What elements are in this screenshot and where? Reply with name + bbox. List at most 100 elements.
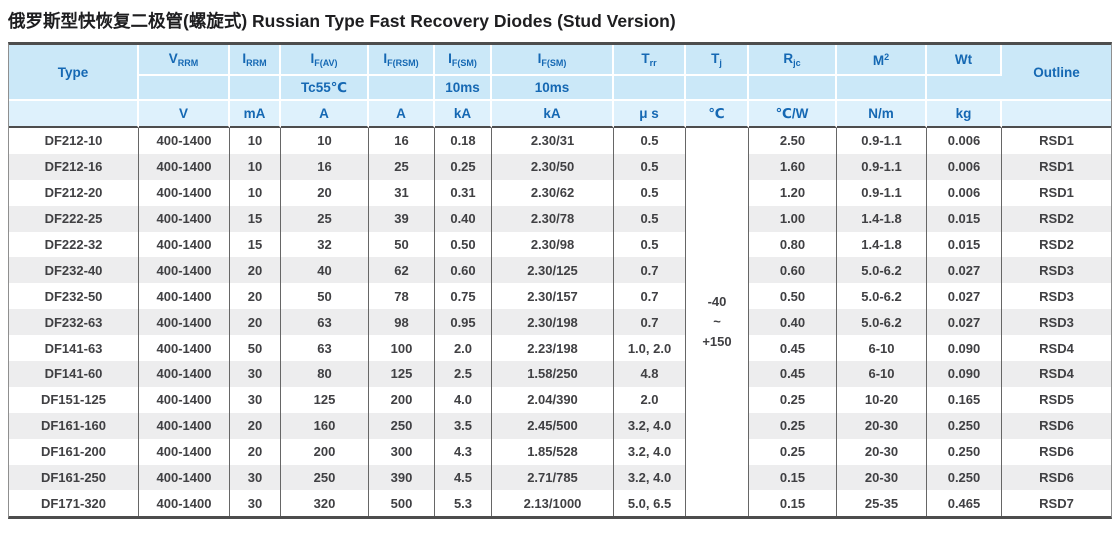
header-type: Type: [9, 45, 139, 101]
cell-ifrsm: 31: [369, 179, 435, 206]
cell-ifav: 10: [281, 128, 369, 154]
cell-irrm: 10: [230, 179, 281, 206]
header-m2-sup: 2: [884, 51, 890, 62]
cell-outline: RSD2: [1002, 205, 1111, 232]
unit-type: [9, 101, 139, 128]
cell-irrm: 20: [230, 412, 281, 439]
cell-wt: 0.250: [927, 438, 1002, 465]
unit-rjc: ℃/W: [749, 101, 837, 128]
cell-ifrsm: 125: [369, 361, 435, 387]
cell-type: DF151-125: [9, 386, 139, 413]
cell-ifsm-b: 1.85/528: [492, 438, 614, 465]
cell-wt: 0.006: [927, 179, 1002, 206]
cell-irrm: 20: [230, 438, 281, 465]
cell-m2: 0.9-1.1: [837, 128, 927, 154]
cell-wt: 0.027: [927, 309, 1002, 336]
cell-vrrm: 400-1400: [139, 153, 230, 180]
cell-rjc: 0.25: [749, 412, 837, 439]
cell-m2: 0.9-1.1: [837, 179, 927, 206]
cell-ifav: 25: [281, 205, 369, 232]
cell-rjc: 0.15: [749, 464, 837, 491]
cell-rjc: 0.45: [749, 335, 837, 362]
header-wt: Wt: [927, 45, 1002, 76]
unit-wt: kg: [927, 101, 1002, 128]
cell-vrrm: 400-1400: [139, 361, 230, 387]
cell-trr: 3.2, 4.0: [614, 438, 686, 465]
header-trr-base: T: [641, 51, 650, 66]
cell-vrrm: 400-1400: [139, 309, 230, 336]
cell-ifsm-a: 0.60: [435, 257, 492, 284]
header-irrm: IRRM: [230, 45, 281, 76]
cell-rjc: 0.25: [749, 386, 837, 413]
cell-ifsm-b: 2.45/500: [492, 412, 614, 439]
cell-trr: 3.2, 4.0: [614, 412, 686, 439]
cell-ifav: 40: [281, 257, 369, 284]
table-row: DF222-25 400-1400 15 25 39 0.40 2.30/78 0.5 1.00…: [9, 205, 1111, 232]
cell-trr: 0.5: [614, 153, 686, 180]
header-vrrm-sub: RRM: [177, 58, 199, 68]
cell-ifsm-a: 3.5: [435, 412, 492, 439]
cell-rjc: 0.60: [749, 257, 837, 284]
cell-ifsm-b: 2.30/157: [492, 283, 614, 310]
cell-trr: 1.0, 2.0: [614, 335, 686, 362]
cell-outline: RSD3: [1002, 309, 1111, 336]
header-ifav: IF(AV): [281, 45, 369, 76]
cell-m2: 20-30: [837, 464, 927, 491]
cell-vrrm: 400-1400: [139, 205, 230, 232]
cell-outline: RSD2: [1002, 231, 1111, 258]
table-row: DF212-10 400-1400 10 10 16 0.18 2.30/31 0.5 -40 ~…: [9, 128, 1111, 517]
cell-m2: 10-20: [837, 386, 927, 413]
cell-ifrsm: 98: [369, 309, 435, 336]
header-tj: Tj: [686, 45, 749, 76]
cell-outline: RSD4: [1002, 335, 1111, 362]
subheader-tj: [686, 76, 749, 101]
cell-outline: RSD1: [1002, 179, 1111, 206]
table-row: DF212-20 400-1400 10 20 31 0.31 2.30/62 0.5 1.20…: [9, 179, 1111, 206]
cell-ifav: 250: [281, 464, 369, 491]
cell-ifav: 63: [281, 335, 369, 362]
cell-type: DF232-63: [9, 309, 139, 336]
cell-ifsm-a: 2.5: [435, 361, 492, 387]
cell-type: DF171-320: [9, 490, 139, 517]
header-vrrm-base: V: [168, 51, 178, 66]
tj-range-line: ~: [713, 314, 721, 330]
header-outline: Outline: [1002, 45, 1111, 101]
cell-ifsm-b: 2.30/31: [492, 128, 614, 154]
cell-wt: 0.090: [927, 335, 1002, 362]
header-ifsm-b: IF(SM): [492, 45, 614, 76]
cell-vrrm: 400-1400: [139, 335, 230, 362]
cell-outline: RSD3: [1002, 283, 1111, 310]
cell-vrrm: 400-1400: [139, 179, 230, 206]
cell-type: DF161-250: [9, 464, 139, 491]
cell-type: DF212-20: [9, 179, 139, 206]
cell-ifsm-a: 0.18: [435, 128, 492, 154]
cell-irrm: 30: [230, 361, 281, 387]
header-row-symbols: Type VRRM IRRM IF(AV) IF(RSM) IF(SM) IF(SM) Trr…: [9, 45, 1111, 101]
cell-ifsm-b: 2.23/198: [492, 335, 614, 362]
header-type-base: Type: [57, 64, 89, 80]
cell-wt: 0.006: [927, 153, 1002, 180]
cell-trr: 0.5: [614, 128, 686, 154]
cell-ifsm-a: 0.31: [435, 179, 492, 206]
cell-irrm: 20: [230, 309, 281, 336]
cell-trr: 5.0, 6.5: [614, 490, 686, 517]
cell-ifav: 200: [281, 438, 369, 465]
cell-ifsm-b: 1.58/250: [492, 361, 614, 387]
header-trr-sub: rr: [649, 58, 657, 68]
page-title: 俄罗斯型快恢复二极管(螺旋式) Russian Type Fast Recove…: [8, 8, 1110, 33]
table-body: DF212-10 400-1400 10 10 16 0.18 2.30/31 0.5 -40 ~…: [9, 128, 1111, 517]
header-trr: Trr: [614, 45, 686, 76]
table-header: Type VRRM IRRM IF(AV) IF(RSM) IF(SM) IF(SM) Trr…: [9, 45, 1111, 128]
cell-rjc: 0.50: [749, 283, 837, 310]
cell-irrm: 15: [230, 231, 281, 258]
cell-wt: 0.250: [927, 464, 1002, 491]
cell-ifrsm: 300: [369, 438, 435, 465]
header-ifsm-b-sub: F(SM): [541, 58, 567, 68]
cell-type: DF161-200: [9, 438, 139, 465]
cell-ifav: 63: [281, 309, 369, 336]
header-ifrsm-sub: F(RSM): [387, 58, 419, 68]
subheader-ifsm-a: 10ms: [435, 76, 492, 101]
cell-ifsm-a: 5.3: [435, 490, 492, 517]
table-row: DF171-320 400-1400 30 320 500 5.3 2.13/1000 5.0…: [9, 490, 1111, 517]
cell-ifrsm: 16: [369, 128, 435, 154]
